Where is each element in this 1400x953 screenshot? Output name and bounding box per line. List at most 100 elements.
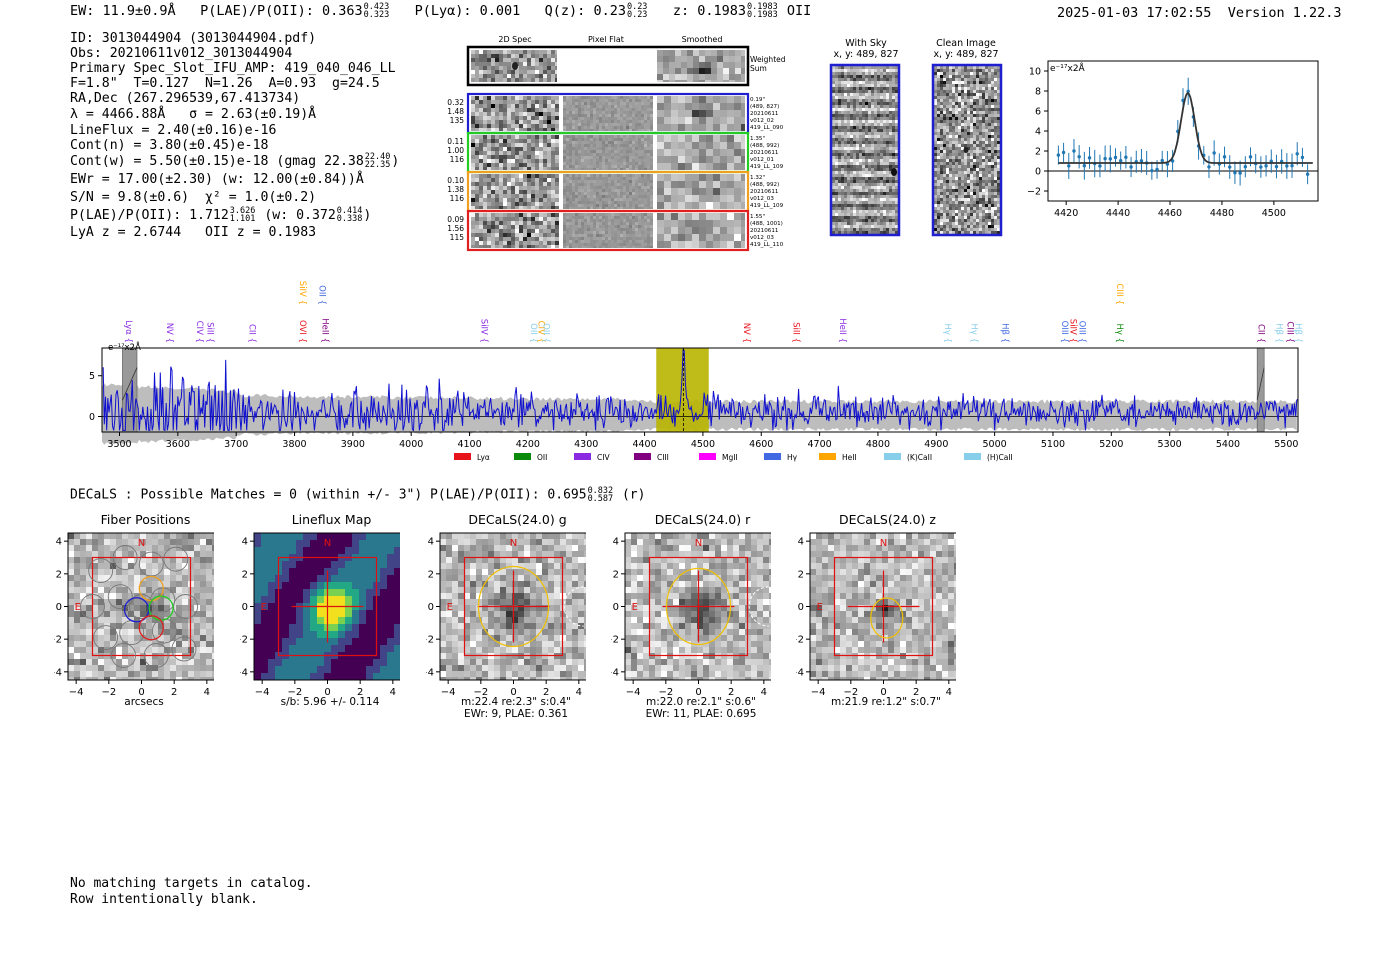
noise-pixel: [519, 96, 523, 100]
noise-pixel: [602, 237, 605, 240]
noise-pixel: [614, 225, 617, 228]
noise-pixel: [685, 142, 692, 149]
noise-pixel: [889, 186, 892, 189]
noise-pixel: [940, 78, 943, 81]
noise-pixel: [475, 178, 479, 182]
noise-pixel: [626, 147, 629, 150]
noise-pixel: [976, 156, 979, 159]
noise-pixel: [650, 195, 653, 198]
noise-pixel: [483, 62, 487, 66]
noise-pixel: [555, 245, 559, 248]
noise-pixel: [979, 183, 982, 186]
noise-pixel: [471, 225, 475, 229]
noise-pixel: [590, 96, 593, 99]
noise-pixel: [629, 201, 632, 204]
noise-pixel: [868, 216, 871, 219]
noise-pixel: [892, 225, 895, 228]
noise-pixel: [991, 183, 994, 186]
noise-pixel: [515, 237, 519, 241]
noise-pixel: [611, 213, 614, 216]
noise-pixel: [961, 177, 964, 180]
noise-pixel: [551, 74, 555, 78]
noise-pixel: [699, 181, 706, 188]
noise-pixel: [741, 181, 745, 188]
noise-pixel: [483, 54, 487, 58]
noise-pixel: [495, 194, 499, 198]
noise-pixel: [614, 162, 617, 165]
noise-pixel: [590, 174, 593, 177]
noise-pixel: [527, 202, 531, 206]
noise-pixel: [871, 126, 874, 129]
noise-pixel: [847, 180, 850, 183]
noise-pixel: [883, 99, 886, 102]
noise-pixel: [835, 219, 838, 222]
noise-pixel: [982, 81, 985, 84]
noise-pixel: [644, 96, 647, 99]
noise-pixel: [491, 100, 495, 104]
noise-pixel: [940, 141, 943, 144]
noise-pixel: [958, 147, 961, 150]
noise-pixel: [970, 90, 973, 93]
noise-pixel: [835, 222, 838, 225]
noise-pixel: [853, 141, 856, 144]
noise-pixel: [856, 219, 859, 222]
noise-pixel: [503, 66, 507, 70]
noise-pixel: [605, 156, 608, 159]
noise-pixel: [547, 50, 551, 54]
noise-pixel: [741, 80, 745, 82]
noise-pixel: [626, 153, 629, 156]
noise-pixel: [844, 231, 847, 234]
noise-pixel: [523, 112, 527, 116]
noise-pixel: [575, 102, 578, 105]
noise-pixel: [850, 186, 853, 189]
noise-pixel: [862, 93, 865, 96]
noise-pixel: [629, 162, 632, 165]
noise-pixel: [647, 111, 650, 114]
noise-pixel: [871, 117, 874, 120]
noise-pixel: [976, 132, 979, 135]
noise-pixel: [949, 174, 952, 177]
noise-pixel: [678, 234, 685, 241]
noise-pixel: [880, 201, 883, 204]
noise-pixel: [973, 93, 976, 96]
noise-pixel: [483, 135, 487, 139]
noise-pixel: [832, 195, 835, 198]
noise-pixel: [599, 228, 602, 231]
noise-pixel: [958, 96, 961, 99]
noise-pixel: [991, 156, 994, 159]
noise-pixel: [889, 174, 892, 177]
noise-pixel: [880, 162, 883, 165]
noise-pixel: [471, 245, 475, 248]
noise-pixel: [880, 150, 883, 153]
noise-pixel: [967, 162, 970, 165]
noise-pixel: [581, 183, 584, 186]
noise-pixel: [705, 74, 711, 80]
noise-pixel: [949, 129, 952, 132]
noise-pixel: [952, 75, 955, 78]
noise-pixel: [566, 231, 569, 234]
noise-pixel: [934, 126, 937, 129]
noise-pixel: [835, 186, 838, 189]
noise-pixel: [949, 102, 952, 105]
noise-pixel: [671, 156, 678, 163]
noise-pixel: [868, 171, 871, 174]
noise-pixel: [471, 178, 475, 182]
noise-pixel: [895, 96, 898, 99]
noise-pixel: [599, 201, 602, 204]
noise-pixel: [862, 102, 865, 105]
noise-pixel: [626, 198, 629, 201]
noise-pixel: [946, 111, 949, 114]
noise-pixel: [865, 81, 868, 84]
noise-pixel: [555, 74, 557, 78]
noise-pixel: [964, 108, 967, 111]
noise-pixel: [479, 54, 483, 58]
noise-pixel: [593, 174, 596, 177]
noise-pixel: [623, 231, 626, 234]
noise-pixel: [519, 151, 523, 155]
noise-pixel: [871, 186, 874, 189]
noise-pixel: [620, 183, 623, 186]
noise-pixel: [555, 54, 557, 58]
noise-pixel: [979, 72, 982, 75]
info-contw: Cont(w) = 5.50(±0.15)e-18 (gmag 22.38: [70, 154, 364, 169]
noise-pixel: [964, 99, 967, 102]
